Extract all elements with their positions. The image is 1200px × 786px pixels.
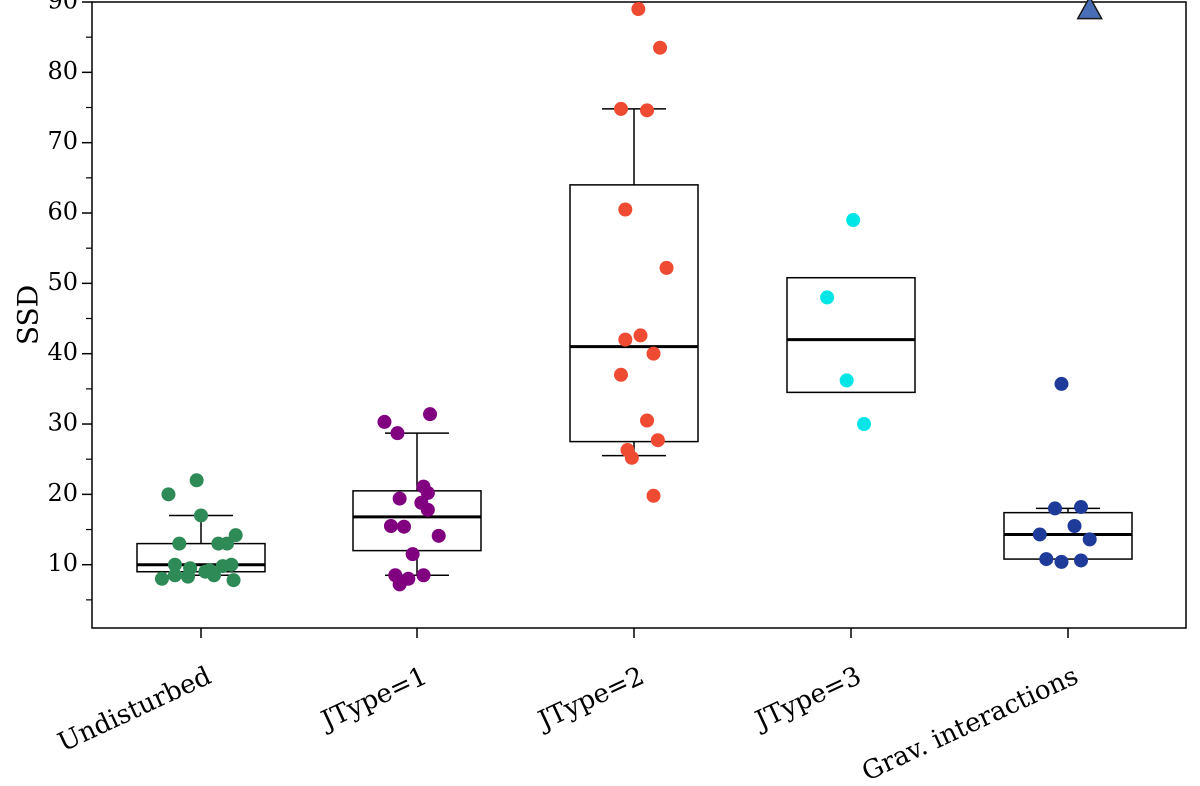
data-point — [1082, 532, 1097, 547]
x-tick-label: Grav. interactions — [858, 661, 1083, 786]
data-point — [207, 568, 222, 583]
data-point — [1039, 552, 1054, 567]
data-point — [646, 488, 661, 503]
data-point — [618, 202, 633, 217]
data-point — [220, 536, 235, 551]
data-point — [839, 373, 854, 388]
data-point — [1067, 519, 1082, 534]
data-point — [653, 40, 668, 55]
data-point — [226, 573, 241, 588]
data-point — [420, 502, 435, 517]
data-point — [416, 568, 431, 583]
data-point — [161, 487, 176, 502]
data-point — [1074, 500, 1089, 515]
y-tick-label: 90 — [47, 0, 78, 15]
y-tick-label: 60 — [47, 198, 78, 226]
data-point — [846, 213, 861, 228]
data-point — [820, 290, 835, 305]
data-point — [624, 450, 639, 465]
y-tick-label: 50 — [47, 268, 78, 296]
x-tick-label: Undisturbed — [53, 661, 215, 758]
data-point — [228, 528, 243, 543]
triangle-marker — [1076, 0, 1103, 20]
box-3 — [786, 276, 916, 394]
data-point — [390, 426, 405, 441]
x-tick-label: JType=2 — [531, 661, 649, 737]
data-point — [154, 571, 169, 586]
data-point — [1074, 553, 1089, 568]
data-point — [167, 568, 182, 583]
data-point — [613, 367, 628, 382]
y-axis-label: SSD — [12, 285, 45, 345]
y-tick-label: 10 — [47, 549, 78, 577]
y-axis: 10 20 30 40 50 60 70 80 90 — [47, 0, 92, 601]
data-point — [1047, 501, 1062, 516]
data-point — [420, 485, 435, 500]
data-point — [180, 569, 195, 584]
box-2 — [569, 108, 699, 457]
plot-frame — [91, 1, 1187, 629]
data-point — [613, 101, 628, 116]
y-tick-label: 80 — [47, 57, 78, 85]
box-4 — [1003, 507, 1133, 560]
data-point — [646, 346, 661, 361]
data-point — [431, 528, 446, 543]
data-point — [1032, 527, 1047, 542]
data-point — [189, 473, 204, 488]
data-point — [383, 519, 398, 534]
data-point — [659, 260, 674, 275]
data-point — [650, 433, 665, 448]
data-point — [167, 557, 182, 572]
data-point — [423, 407, 438, 422]
data-points — [154, 0, 1103, 592]
data-point — [618, 332, 633, 347]
x-tick-label: JType=3 — [748, 661, 866, 737]
x-tick-label: JType=1 — [314, 661, 432, 737]
data-point — [631, 2, 646, 17]
y-tick-label: 30 — [47, 409, 78, 437]
data-point — [405, 547, 420, 562]
data-point — [1054, 376, 1069, 391]
data-point — [640, 103, 655, 118]
data-point — [640, 413, 655, 428]
data-point — [377, 414, 392, 429]
data-point — [633, 328, 648, 343]
data-point — [392, 577, 407, 592]
y-tick-label: 70 — [47, 127, 78, 155]
data-point — [392, 491, 407, 506]
data-point — [857, 417, 872, 432]
data-point — [396, 519, 411, 534]
boxes — [136, 108, 1133, 576]
data-point — [172, 536, 187, 551]
data-point — [224, 557, 239, 572]
data-point — [1054, 554, 1069, 569]
y-tick-label: 40 — [47, 338, 78, 366]
y-tick-label: 20 — [47, 479, 78, 507]
box-body — [569, 184, 699, 443]
box-body — [786, 276, 916, 394]
data-point — [194, 508, 208, 523]
